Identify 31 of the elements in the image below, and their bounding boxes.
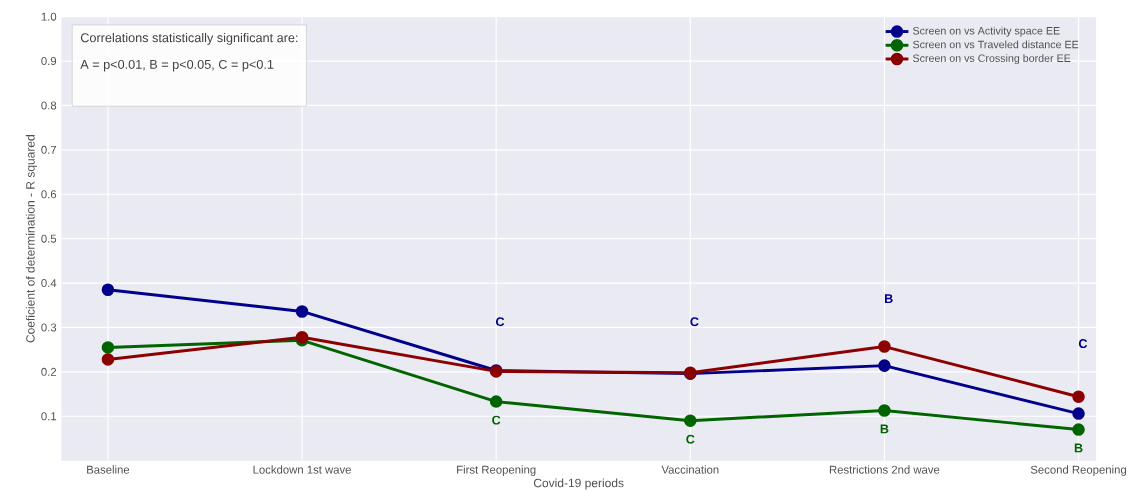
y-tick-label: 0.3 xyxy=(41,323,57,332)
y-axis-title: Coeficient of determination - R squared xyxy=(25,135,38,343)
legend-label: Screen on vs Crossing border EE xyxy=(913,54,1071,65)
annotation: C xyxy=(686,434,695,444)
y-tick-label: 0.1 xyxy=(41,412,57,421)
y-tick-label: 0.9 xyxy=(41,57,57,66)
annotation: C xyxy=(1078,339,1088,349)
y-tick-label: 0.4 xyxy=(41,279,57,288)
annotation: B xyxy=(1074,443,1083,453)
y-tick-label: 0.6 xyxy=(41,190,57,199)
y-tick-label: 0.2 xyxy=(41,367,57,376)
annotation: Correlations statistically significant are: xyxy=(80,32,298,45)
annotation: B xyxy=(884,294,893,304)
y-tick-label: 0.5 xyxy=(41,234,57,243)
legend-label: Screen on vs Traveled distance EE xyxy=(913,40,1079,49)
x-tick-label: Lockdown 1st wave xyxy=(253,465,351,474)
y-tick-label: 0.7 xyxy=(41,145,57,154)
annotation: A = p<0.01, B = p<0.05, C = p<0.1 xyxy=(80,59,274,72)
y-tick-label: 0.8 xyxy=(41,101,57,110)
x-tick-label: Baseline xyxy=(87,465,130,474)
x-tick-label: Vaccination xyxy=(661,465,719,474)
x-tick-label: Restrictions 2nd wave xyxy=(829,465,940,474)
annotation: B xyxy=(880,424,889,434)
annotation: C xyxy=(690,317,699,327)
x-axis-title: Covid-19 periods xyxy=(533,478,624,490)
annotation: C xyxy=(495,317,505,327)
y-tick-label: 1.0 xyxy=(41,12,57,21)
annotation: C xyxy=(492,415,501,425)
x-tick-label: Second Reopening xyxy=(1030,465,1126,476)
legend-label: Screen on vs Activity space EE xyxy=(913,26,1060,37)
x-tick-label: First Reopening xyxy=(457,465,536,476)
